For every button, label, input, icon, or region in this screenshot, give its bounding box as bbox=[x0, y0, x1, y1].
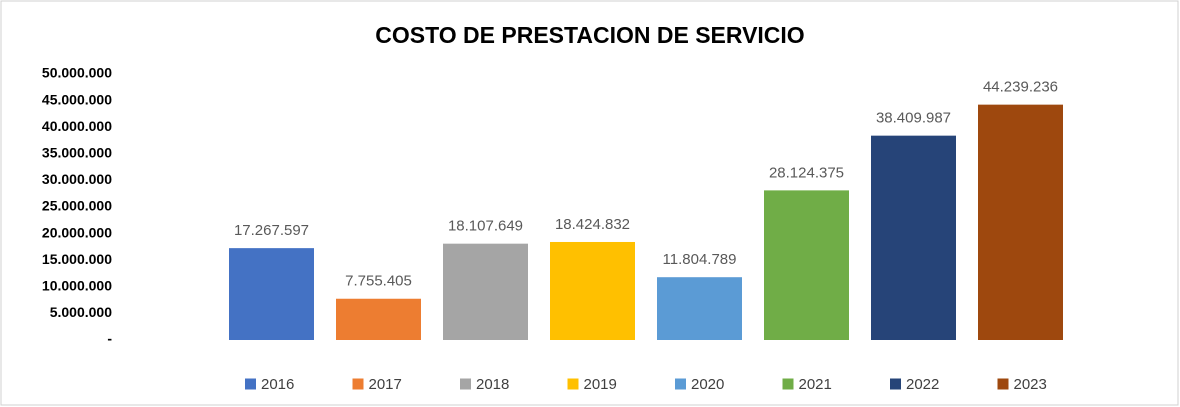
legend-label: 2016 bbox=[261, 376, 294, 393]
data-label: 17.267.597 bbox=[234, 222, 309, 239]
data-label: 18.107.649 bbox=[448, 218, 523, 235]
legend-label: 2023 bbox=[1014, 376, 1047, 393]
y-tick-label: 25.000.000 bbox=[42, 198, 112, 214]
data-label: 38.409.987 bbox=[876, 110, 951, 127]
legend-label: 2019 bbox=[584, 376, 617, 393]
legend-swatch bbox=[245, 378, 256, 390]
legend-swatch bbox=[782, 378, 794, 390]
y-tick-label: 50.000.000 bbox=[42, 65, 112, 81]
legend-label: 2020 bbox=[691, 376, 724, 393]
y-tick-label: 30.000.000 bbox=[42, 171, 112, 187]
legend-label: 2022 bbox=[906, 376, 939, 393]
legend-label: 2017 bbox=[369, 376, 402, 393]
bar bbox=[871, 135, 956, 340]
y-tick-label: 5.000.000 bbox=[50, 304, 112, 320]
bar bbox=[657, 277, 742, 340]
data-label: 28.124.375 bbox=[769, 164, 844, 181]
legend-swatch bbox=[352, 378, 364, 390]
bar bbox=[978, 104, 1063, 340]
legend-swatch bbox=[890, 378, 901, 390]
data-label: 11.804.789 bbox=[663, 251, 737, 268]
data-label: 18.424.832 bbox=[555, 216, 630, 233]
y-tick-label: - bbox=[107, 331, 112, 347]
y-tick-label: 20.000.000 bbox=[42, 224, 112, 240]
y-tick-label: 35.000.000 bbox=[42, 145, 112, 161]
bar bbox=[229, 248, 314, 340]
y-tick-label: 10.000.000 bbox=[42, 278, 112, 294]
legend-swatch bbox=[997, 378, 1009, 390]
y-tick-label: 40.000.000 bbox=[42, 118, 112, 134]
data-label: 44.239.236 bbox=[983, 79, 1058, 96]
bar bbox=[550, 241, 635, 340]
legend-swatch bbox=[675, 378, 686, 390]
chart-title: COSTO DE PRESTACION DE SERVICIO bbox=[375, 22, 804, 48]
data-label: 7.755.405 bbox=[345, 273, 412, 290]
legend-label: 2018 bbox=[476, 376, 509, 393]
y-tick-label: 15.000.000 bbox=[42, 251, 112, 267]
legend-swatch bbox=[460, 378, 471, 390]
y-tick-label: 45.000.000 bbox=[42, 91, 112, 107]
bar bbox=[764, 190, 849, 340]
bar bbox=[336, 298, 421, 340]
bar bbox=[443, 243, 528, 340]
legend-swatch bbox=[567, 378, 579, 390]
legend-label: 2021 bbox=[799, 376, 832, 393]
